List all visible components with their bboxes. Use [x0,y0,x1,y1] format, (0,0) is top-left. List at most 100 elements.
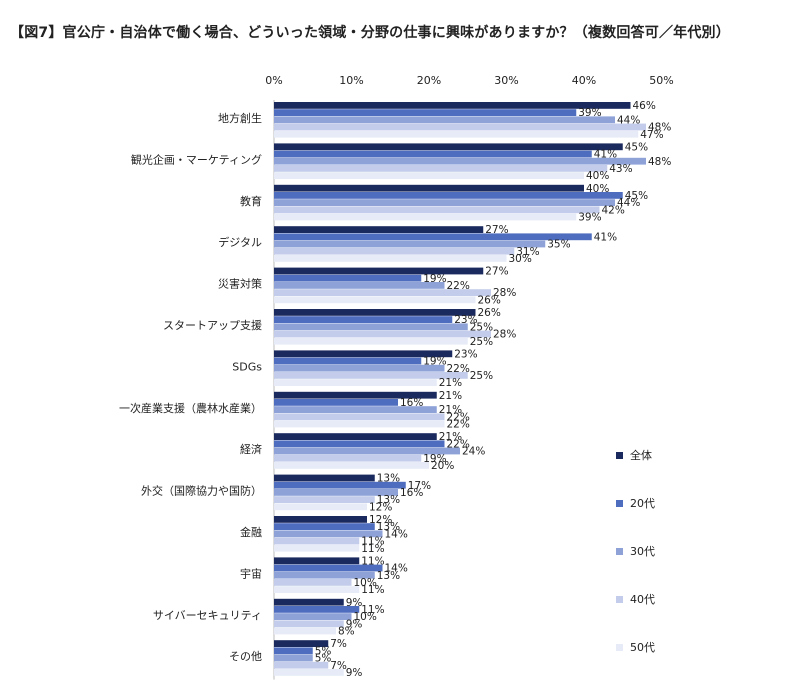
data-label: 44% [617,114,640,126]
data-label: 8% [338,626,355,638]
bar [274,274,422,282]
data-label: 5% [315,645,332,657]
data-label: 9% [346,597,363,609]
legend-label: 20代 [630,497,655,510]
data-label: 39% [578,212,601,224]
bar [274,337,468,345]
category-label: 宇宙 [240,566,262,580]
category-label: 教育 [240,194,262,208]
x-tick-label: 10% [339,74,363,87]
data-label: 25% [470,336,493,348]
bar [274,440,445,448]
bar [274,316,453,323]
data-label: 45% [625,141,648,153]
data-label: 7% [330,638,347,650]
data-label: 22% [447,280,470,292]
x-tick-label: 50% [649,74,673,87]
x-tick-label: 0% [265,74,282,87]
legend-swatch [616,500,623,507]
bar [274,413,445,421]
bar [274,598,344,606]
data-label: 21% [439,390,462,402]
data-label: 19% [423,273,446,285]
data-label: 21% [439,377,462,389]
data-label: 41% [594,149,617,161]
data-label: 41% [594,231,617,243]
bar [274,282,445,289]
bar [274,544,360,552]
bar [274,399,398,406]
bar [274,109,577,116]
bar [274,571,375,579]
bar [274,462,429,469]
bar [274,606,360,613]
bar [274,364,445,372]
data-label: 10% [354,577,377,589]
bar [274,489,398,496]
bar [274,240,546,248]
category-label: 経済 [240,442,262,456]
legend-swatch [616,644,623,651]
data-label: 14% [385,563,408,575]
bar [274,206,600,214]
legend-label: 全体 [630,448,652,462]
data-label: 11% [361,543,384,555]
data-label: 31% [516,246,539,258]
bar [274,379,437,386]
data-label: 10% [354,611,377,623]
bar [274,647,313,655]
x-tick-label: 20% [417,74,441,87]
bar [274,309,476,316]
data-label: 40% [586,170,609,182]
category-label: サイバーセキュリティ [153,609,262,622]
chart-title: 【図7】官公庁・自治体で働く場合、どういった領域・分野の仕事に興味がありますか？… [10,25,730,41]
category-label: 一次産業支援（農林水産業） [119,401,262,415]
legend-swatch [616,548,623,555]
data-label: 28% [493,329,516,341]
data-label: 9% [346,618,363,630]
bar [274,406,437,413]
data-label: 22% [447,438,470,450]
bar [274,579,352,586]
data-label: 45% [625,190,648,202]
bar [274,357,422,365]
category-label: 観光企画・マーケティング [131,152,262,166]
bar [274,523,375,530]
category-label: 金融 [240,525,262,539]
data-label: 27% [485,266,508,278]
bar [274,481,406,489]
category-label: デジタル [218,235,262,249]
data-label: 42% [602,204,625,216]
data-label: 13% [377,473,400,485]
bar [274,184,584,192]
bar [274,102,631,109]
data-label: 35% [547,239,570,251]
data-label: 28% [493,287,516,299]
data-label: 5% [315,653,332,665]
bar [274,530,383,538]
bar [274,323,468,331]
legend-label: 30代 [630,545,655,558]
data-label: 14% [385,528,408,540]
legend-swatch [616,452,623,459]
data-label: 11% [361,536,384,548]
data-label: 27% [485,224,508,236]
data-label: 9% [346,667,363,679]
bar [274,247,515,255]
bar [274,330,491,338]
data-label: 47% [640,129,663,141]
bar [274,143,623,151]
category-label: 地方創生 [218,111,262,125]
data-label: 19% [423,356,446,368]
data-label: 16% [400,487,423,499]
category-label: スタートアップ支援 [163,318,262,332]
data-label: 24% [462,446,485,458]
bar [274,503,367,511]
data-label: 30% [509,253,532,265]
bar [274,586,360,593]
bar [274,433,437,440]
bar [274,654,313,662]
bar [274,157,646,165]
bar [274,564,383,572]
bar [274,669,344,676]
